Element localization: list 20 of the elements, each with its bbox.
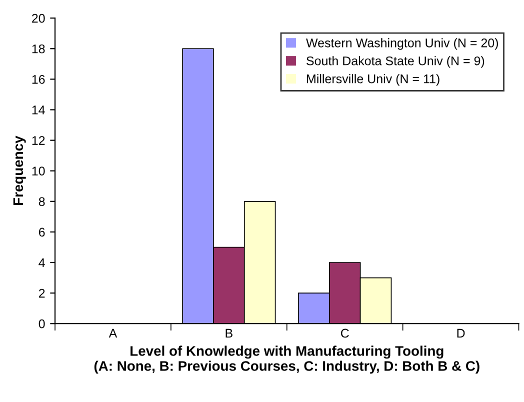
- y-tick-label: 14: [32, 106, 45, 114]
- x-tick-label: B: [226, 328, 232, 338]
- y-tick-label: 20: [32, 14, 45, 23]
- y-axis-title: Frequency: [13, 136, 26, 206]
- x-axis-title: Level of Knowledge with Manufacturing Tooling (A: None, B: Previous Courses, C: Industry, D: Both B & C): [94, 346, 480, 374]
- x-tick-label: D: [457, 328, 465, 338]
- legend-label: South Dakota State Univ (N = 9): [306, 56, 484, 68]
- y-tick-label: 0: [38, 319, 45, 328]
- legend-label: Millersville Univ (N = 11): [307, 74, 440, 86]
- y-tick-label: 16: [32, 74, 45, 84]
- x-tick-label: C: [340, 328, 349, 338]
- x-tick-label: A: [108, 328, 118, 338]
- y-tick-label: 10: [32, 166, 45, 176]
- y-tick-label: 4: [38, 258, 45, 268]
- legend-label: Western Washington Univ (N = 20): [306, 38, 498, 50]
- y-tick-label: 6: [38, 228, 45, 237]
- y-tick-label: 12: [32, 136, 45, 145]
- y-tick-label: 2: [38, 288, 45, 298]
- y-tick-label: 8: [38, 197, 45, 206]
- y-tick-label: 18: [32, 44, 45, 54]
